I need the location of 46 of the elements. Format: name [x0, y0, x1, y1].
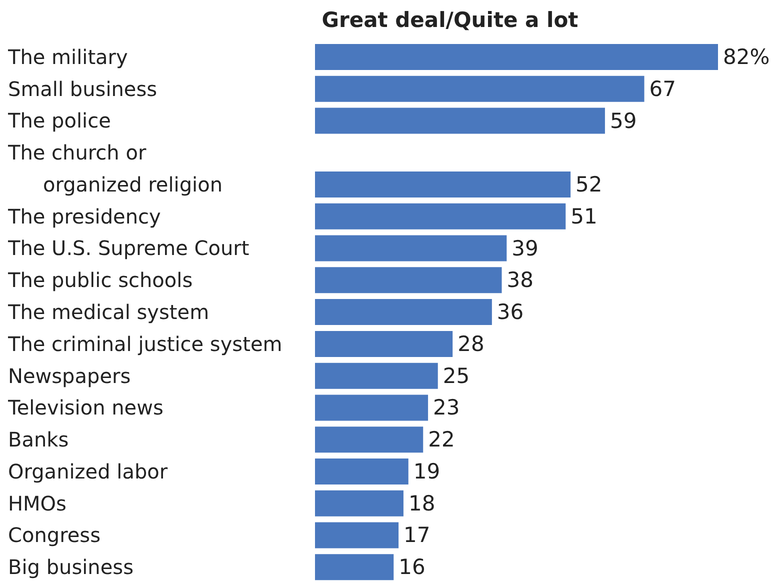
data-label: 59: [610, 108, 637, 133]
data-label: 51: [570, 204, 598, 228]
y-tick-label: Congress: [8, 523, 100, 548]
y-tick-label: Small business: [8, 76, 158, 101]
y-tick-label: Organized labor: [8, 459, 168, 484]
data-label: 28: [458, 332, 484, 356]
bar: [315, 172, 571, 198]
y-tick-label: Television news: [7, 396, 164, 420]
bar: [315, 235, 507, 262]
y-tick-label: The presidency: [7, 204, 161, 228]
bar: [315, 458, 408, 484]
chart-title: Great deal/Quite a lot: [320, 8, 580, 32]
bar: [315, 490, 404, 516]
y-tick-label: The public schools: [7, 268, 193, 292]
y-tick-label: The U.S. Supreme Court: [7, 236, 250, 260]
y-tick-label: Banks: [8, 428, 69, 452]
bar: [315, 330, 453, 357]
bar: [315, 522, 399, 548]
y-tick-label: HMOs: [8, 491, 66, 516]
data-label: 16: [398, 555, 426, 580]
data-label: 36: [496, 300, 524, 324]
data-label: 17: [404, 523, 430, 548]
data-label: 19: [413, 459, 440, 484]
data-label: 52: [576, 172, 602, 197]
y-tick-label: The criminal justice system: [7, 332, 282, 356]
bar: [315, 203, 566, 230]
bar: [315, 394, 428, 421]
data-label: 22: [428, 428, 455, 452]
bar: [315, 299, 492, 326]
y-tick-label: The church or organized religion: [7, 140, 223, 196]
data-label: 18: [408, 491, 436, 516]
y-tick-label: The medical system: [7, 300, 210, 324]
y-tick-label: Big business: [8, 555, 134, 580]
bar: [315, 554, 394, 580]
data-label: 23: [433, 396, 460, 420]
bar: [315, 267, 502, 294]
data-label: 38: [506, 268, 534, 292]
data-label: 25: [442, 364, 470, 388]
bar: [315, 362, 438, 389]
data-label: 67: [649, 76, 676, 101]
y-tick-label: Newspapers: [8, 364, 131, 388]
data-label: 39: [512, 236, 538, 260]
bar: [315, 426, 424, 453]
data-label: 82%: [723, 45, 770, 69]
y-tick-label: The police: [7, 108, 111, 133]
y-tick-label: The military: [7, 44, 128, 69]
